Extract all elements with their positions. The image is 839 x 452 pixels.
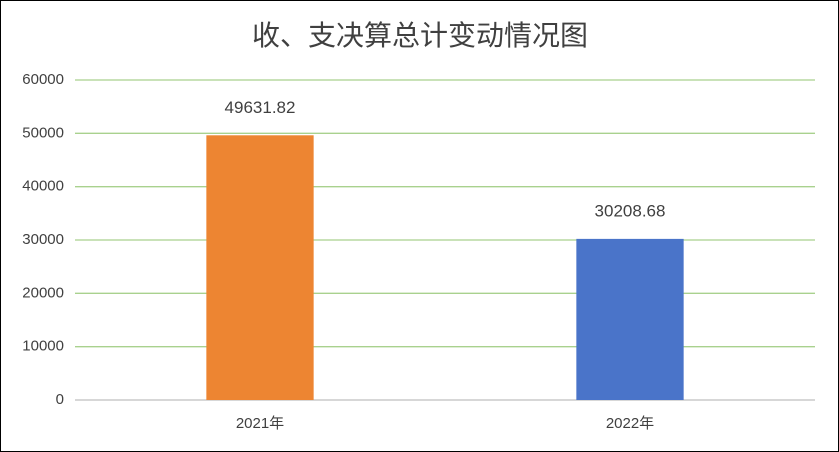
chart-title: 收、支决算总计变动情况图 (252, 19, 588, 52)
bar (576, 238, 684, 400)
y-tick-label: 30000 (22, 231, 64, 248)
y-tick-label: 0 (56, 391, 64, 408)
y-tick-label: 10000 (22, 338, 64, 355)
data-label: 30208.68 (595, 201, 666, 220)
y-tick-label: 20000 (22, 284, 64, 301)
data-label: 49631.82 (225, 98, 296, 117)
x-tick-label: 2022年 (606, 415, 654, 432)
y-tick-label: 60000 (22, 71, 64, 88)
bar (206, 135, 314, 400)
y-tick-label: 50000 (22, 124, 64, 141)
y-tick-label: 40000 (22, 178, 64, 195)
x-tick-label: 2021年 (236, 415, 284, 432)
